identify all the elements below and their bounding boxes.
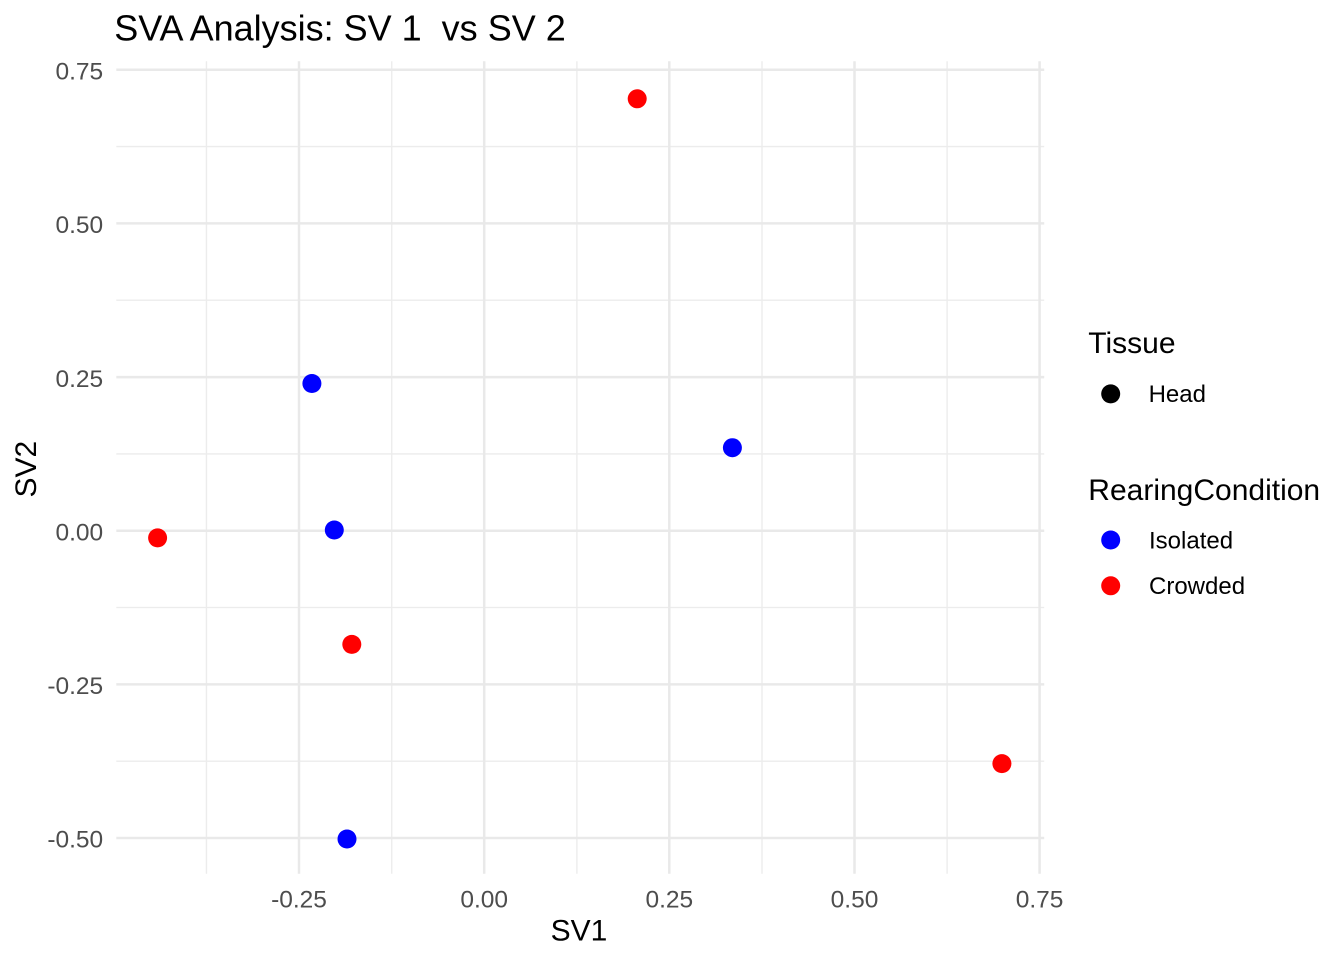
svg-text:-0.25: -0.25 (47, 673, 103, 700)
svg-text:Tissue: Tissue (1088, 327, 1175, 360)
svg-text:0.75: 0.75 (1016, 887, 1064, 914)
svg-text:0.50: 0.50 (56, 212, 104, 239)
svg-text:0.25: 0.25 (645, 887, 693, 914)
svg-text:SV2: SV2 (10, 441, 43, 498)
svg-text:0.75: 0.75 (56, 59, 104, 86)
svg-text:0.50: 0.50 (831, 887, 879, 914)
svg-text:Crowded: Crowded (1149, 573, 1245, 600)
svg-text:SV1: SV1 (551, 914, 608, 947)
svg-text:SVA Analysis: SV 1 vs SV 2: SVA Analysis: SV 1 vs SV 2 (114, 8, 566, 49)
svg-text:0.25: 0.25 (56, 366, 104, 393)
svg-text:RearingCondition: RearingCondition (1088, 474, 1320, 507)
svg-text:0.00: 0.00 (460, 887, 508, 914)
svg-text:-0.25: -0.25 (271, 887, 327, 914)
svg-text:0.00: 0.00 (56, 519, 104, 546)
svg-text:Head: Head (1149, 381, 1206, 408)
svg-text:Isolated: Isolated (1149, 527, 1233, 554)
svg-text:-0.50: -0.50 (47, 827, 103, 854)
